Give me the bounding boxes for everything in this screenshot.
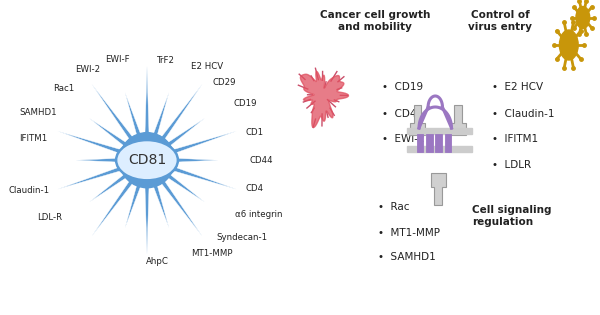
Text: Cancer cell growth
and mobility: Cancer cell growth and mobility — [320, 10, 431, 32]
Polygon shape — [89, 118, 127, 146]
Text: •  LDLR: • LDLR — [493, 161, 532, 170]
Text: •  E2 HCV: • E2 HCV — [493, 83, 544, 93]
Text: CD29: CD29 — [212, 77, 236, 87]
Bar — [445, 134, 451, 152]
Bar — [407, 146, 472, 152]
Ellipse shape — [116, 140, 178, 180]
Text: •  IFITM1: • IFITM1 — [493, 135, 538, 145]
Text: CD1: CD1 — [245, 128, 263, 137]
Polygon shape — [167, 174, 205, 202]
Polygon shape — [431, 173, 446, 205]
Text: Syndecan-1: Syndecan-1 — [216, 232, 268, 242]
Polygon shape — [161, 84, 202, 140]
Circle shape — [559, 30, 578, 60]
Text: SAMHD1: SAMHD1 — [19, 108, 57, 117]
Polygon shape — [161, 180, 202, 236]
Text: •  CD19: • CD19 — [382, 83, 423, 93]
Polygon shape — [153, 184, 169, 228]
Polygon shape — [167, 118, 205, 146]
Text: •  Claudin-1: • Claudin-1 — [493, 108, 555, 118]
Polygon shape — [58, 131, 123, 154]
Polygon shape — [76, 158, 121, 162]
Text: E2 HCV: E2 HCV — [191, 62, 223, 71]
Circle shape — [119, 133, 175, 188]
Polygon shape — [58, 166, 123, 189]
Text: Rac1: Rac1 — [53, 83, 75, 93]
Bar — [416, 134, 424, 152]
Text: CD4: CD4 — [245, 184, 263, 193]
Text: CD81: CD81 — [128, 153, 166, 167]
Polygon shape — [125, 93, 141, 136]
Text: •  MT1-MMP: • MT1-MMP — [379, 227, 440, 238]
Polygon shape — [153, 93, 169, 136]
Text: Control of
virus entry: Control of virus entry — [468, 10, 532, 32]
Polygon shape — [301, 72, 349, 128]
Polygon shape — [92, 84, 133, 140]
Polygon shape — [451, 105, 466, 135]
Polygon shape — [171, 166, 236, 189]
Polygon shape — [410, 105, 425, 135]
Text: •  EWI-2: • EWI-2 — [382, 135, 424, 145]
Circle shape — [576, 7, 590, 28]
Bar — [435, 134, 442, 152]
Text: CD44: CD44 — [249, 156, 272, 165]
Text: EWI-F: EWI-F — [104, 55, 129, 64]
Text: Claudin-1: Claudin-1 — [8, 186, 49, 195]
Bar — [407, 128, 472, 134]
Polygon shape — [92, 180, 133, 236]
Polygon shape — [125, 184, 141, 228]
Text: EWI-2: EWI-2 — [76, 65, 101, 74]
Text: IFITM1: IFITM1 — [19, 135, 47, 143]
Text: CD19: CD19 — [234, 99, 257, 108]
Polygon shape — [145, 66, 149, 134]
Text: •  CD44: • CD44 — [382, 108, 423, 118]
Text: Cell signaling
regulation: Cell signaling regulation — [472, 205, 551, 227]
Bar — [426, 134, 433, 152]
Text: TrF2: TrF2 — [157, 55, 175, 65]
Text: MT1-MMP: MT1-MMP — [191, 249, 232, 258]
Text: LDL-R: LDL-R — [37, 213, 62, 222]
Polygon shape — [89, 174, 127, 202]
Polygon shape — [173, 158, 218, 162]
Text: •  Rac: • Rac — [379, 203, 410, 213]
Text: α6 integrin: α6 integrin — [235, 210, 282, 220]
Text: AhpC: AhpC — [146, 257, 169, 266]
Text: •  SAMHD1: • SAMHD1 — [379, 253, 436, 262]
Polygon shape — [171, 131, 236, 154]
Polygon shape — [145, 186, 149, 254]
